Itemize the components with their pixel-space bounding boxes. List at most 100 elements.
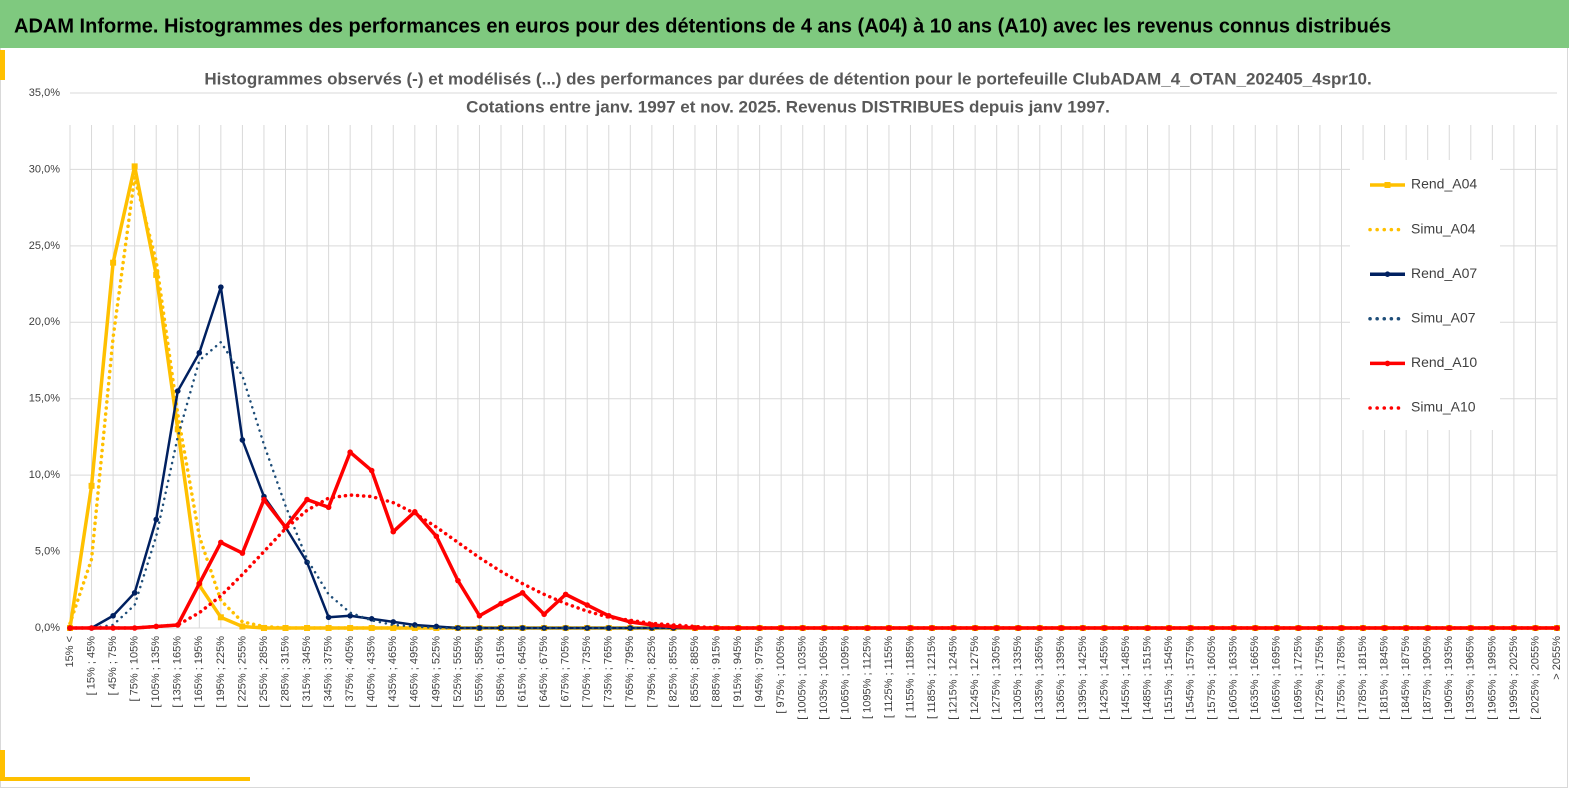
marker <box>455 577 461 584</box>
marker <box>217 614 224 621</box>
y-tick-label: 5,0% <box>35 545 60 557</box>
x-tick-label: [ 1365% ; 1395% <box>1055 636 1067 720</box>
x-tick-label: [ 1155% ; 1185% <box>904 636 916 718</box>
marker <box>196 580 203 587</box>
x-tick-label: [ 1635% ; 1665% <box>1249 636 1261 720</box>
x-tick-label: [ 645% ; 675% <box>538 636 550 708</box>
marker <box>1381 625 1388 631</box>
marker <box>562 591 569 598</box>
x-tick-label: [ 855% ; 885% <box>689 636 701 708</box>
marker <box>239 550 246 556</box>
marker <box>88 482 95 489</box>
legend-label: Rend_A10 <box>1411 354 1477 370</box>
marker <box>347 449 353 456</box>
x-tick-label: [ 195% ; 225% <box>215 636 227 708</box>
x-tick-label: [ 165% ; 195% <box>193 636 205 708</box>
marker <box>218 539 224 546</box>
header-bar <box>0 0 1569 48</box>
marker <box>153 271 160 278</box>
marker <box>562 625 569 631</box>
y-tick-label: 15,0% <box>29 393 60 405</box>
x-tick-label: [ 975% ; 1005% <box>775 636 787 714</box>
marker <box>131 590 138 596</box>
marker <box>196 350 203 356</box>
marker <box>1058 625 1065 631</box>
marker <box>519 590 526 596</box>
x-tick-label: 15% < <box>64 636 76 668</box>
marker <box>541 611 547 618</box>
y-tick-label: 30,0% <box>29 163 60 175</box>
legend-label: Simu_A07 <box>1411 310 1476 326</box>
legend-marker <box>1384 182 1391 188</box>
marker <box>260 625 267 631</box>
marker <box>174 426 181 433</box>
x-tick-label: [ 495% ; 525% <box>430 636 442 708</box>
x-tick-label: [ 375% ; 405% <box>344 636 356 708</box>
marker <box>390 528 397 535</box>
x-tick-label: [ 1485% ; 1515% <box>1141 636 1153 720</box>
x-tick-label: [ 1575% ; 1605% <box>1206 636 1218 720</box>
marker <box>218 284 224 290</box>
x-tick-label: [ 915% ; 945% <box>732 636 744 708</box>
x-tick-label: [ 255% ; 285% <box>258 636 270 708</box>
x-tick-label: [ 765% ; 795% <box>624 636 636 708</box>
x-tick-label: [ 1035% ; 1065% <box>818 636 830 720</box>
marker <box>411 625 418 631</box>
x-tick-label: [ 1005% ; 1035% <box>797 636 809 720</box>
x-tick-label: [ 525% ; 555% <box>452 636 464 708</box>
marker <box>239 623 246 630</box>
marker <box>1554 625 1560 631</box>
y-tick-label: 20,0% <box>29 316 60 328</box>
marker <box>304 496 310 503</box>
series-line <box>68 493 1559 630</box>
legend-label: Simu_A04 <box>1411 220 1476 236</box>
marker <box>1338 625 1345 631</box>
x-tick-label: [ 1905% ; 1935% <box>1443 636 1455 720</box>
x-tick-label: [ 1935% ; 1965% <box>1465 636 1477 720</box>
x-tick-label: [ 1065% ; 1095% <box>840 636 852 720</box>
x-tick-label: > 2055% <box>1551 636 1563 680</box>
legend-marker <box>1384 360 1391 367</box>
x-tick-label: [ 1545% ; 1575% <box>1185 636 1197 720</box>
x-tick-label: [ 135% ; 165% <box>172 636 184 708</box>
plot <box>67 163 1560 631</box>
x-tick-label: [ 105% ; 135% <box>150 636 162 708</box>
x-tick-label: [ 1965% ; 1995% <box>1486 636 1498 720</box>
marker <box>174 388 181 394</box>
x-tick-label: [ 1665% ; 1695% <box>1271 636 1283 720</box>
x-tick-label: [ 1455% ; 1485% <box>1120 636 1132 720</box>
legend-marker <box>1384 271 1391 278</box>
marker <box>476 612 483 619</box>
marker <box>239 437 246 443</box>
marker <box>347 612 353 619</box>
marker <box>110 259 117 266</box>
x-tick-label: [ 1305% ; 1335% <box>1012 636 1024 720</box>
y-tick-label: 35,0% <box>29 87 60 99</box>
x-tick-label: [ 1785% ; 1815% <box>1357 636 1369 720</box>
marker <box>498 600 504 607</box>
x-tick-label: [ 465% ; 495% <box>409 636 421 708</box>
accent <box>0 50 5 80</box>
grid: 0,0% 5,0% 10,0% 15,0% 20,0% 25,0% 30,0% 35,0% 15… <box>29 87 1563 720</box>
y-tick-label: 25,0% <box>29 240 60 252</box>
x-tick-label: [ 15% ; 45% <box>85 636 97 696</box>
x-tick-label: [ 1815% ; 1845% <box>1379 636 1391 720</box>
x-tick-label: [ 2025% ; 2055% <box>1529 636 1541 720</box>
x-tick-label: [ 1275% ; 1305% <box>991 636 1003 720</box>
marker <box>605 625 612 631</box>
x-tick-label: [ 1335% ; 1365% <box>1034 636 1046 720</box>
marker <box>325 625 332 631</box>
x-tick-label: [ 225% ; 255% <box>236 636 248 708</box>
legend-label: Rend_A07 <box>1411 265 1477 281</box>
x-tick-label: [ 45% ; 75% <box>107 636 119 696</box>
x-tick-label: [ 825% ; 855% <box>667 636 679 708</box>
x-tick-label: [ 1395% ; 1425% <box>1077 636 1089 720</box>
chart-subtitle: Cotations entre janv. 1997 et nov. 2025.… <box>466 97 1110 116</box>
marker <box>972 625 978 631</box>
x-tick-label: [ 435% ; 465% <box>387 636 399 708</box>
x-tick-label: [ 75% ; 105% <box>129 636 141 702</box>
marker <box>325 614 332 621</box>
x-tick-label: [ 315% ; 345% <box>301 636 313 708</box>
header: ADAM Informe. Histogrammes des performan… <box>14 15 1391 37</box>
